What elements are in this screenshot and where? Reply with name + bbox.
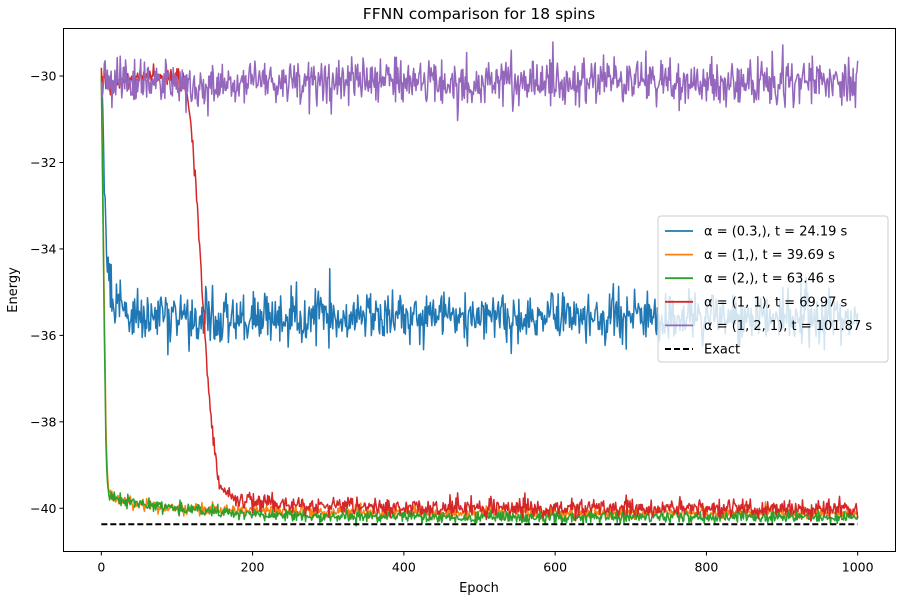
legend-label: α = (2,), t = 63.46 s [704,272,835,287]
chart-title: FFNN comparison for 18 spins [363,5,595,23]
x-axis: 0 200 400 600 800 1000 [97,551,874,575]
legend-label: α = (1, 1), t = 69.97 s [704,295,848,310]
x-tick-label: 1000 [842,560,874,575]
x-tick-label: 600 [543,560,567,575]
legend-label: Exact [704,343,740,358]
y-tick-label: −40 [30,501,56,516]
y-axis: −40 −38 −36 −34 −32 −30 [30,69,64,516]
legend-label: α = (1,), t = 39.69 s [704,248,835,263]
legend-box [657,215,889,363]
x-tick-label: 400 [392,560,416,575]
y-tick-label: −30 [30,69,56,84]
legend-label: α = (1, 2, 1), t = 101.87 s [704,319,872,334]
y-tick-label: −34 [30,241,56,256]
axes-layer [63,28,896,552]
series-line-3 [100,63,859,522]
legend-label: α = (0.3,), t = 24.19 s [704,225,848,240]
y-tick-label: −38 [30,414,56,429]
x-tick-label: 200 [241,560,265,575]
y-tick-label: −32 [30,155,56,170]
x-axis-title: Epoch [459,581,499,596]
y-axis-title: Energy [6,267,21,313]
series-layer [100,41,859,527]
plot-frame [63,28,896,552]
x-tick-label: 0 [97,560,105,575]
legend: α = (0.3,), t = 24.19 s α = (1,), t = 39.… [657,215,889,363]
series-line-4 [100,41,859,122]
x-tick-label: 800 [694,560,718,575]
y-tick-label: −36 [30,328,56,343]
